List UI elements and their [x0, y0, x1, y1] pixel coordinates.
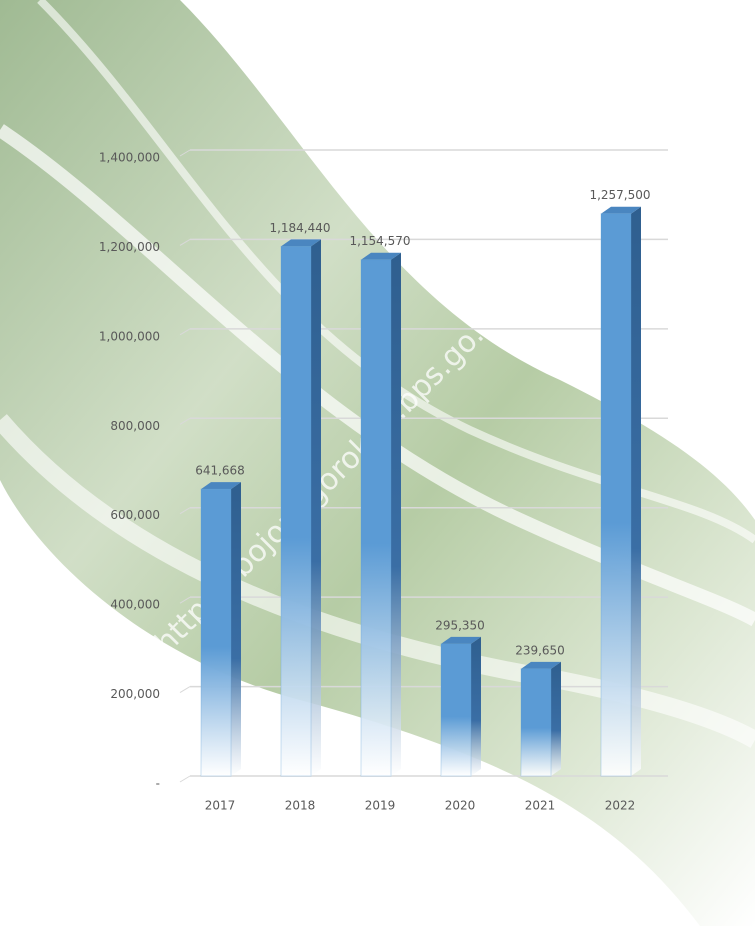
data-label: 1,154,570	[349, 234, 410, 248]
grid-line-base	[179, 328, 191, 336]
y-tick-label: 1,200,000	[99, 240, 160, 254]
bar-side	[551, 661, 561, 776]
data-label: 1,184,440	[269, 221, 330, 235]
y-tick-label: -	[156, 777, 160, 791]
bar-side	[231, 482, 241, 776]
data-label: 1,257,500	[589, 188, 650, 202]
grid-line-base	[179, 417, 191, 425]
bar-side	[311, 239, 321, 776]
bar	[520, 668, 552, 777]
bar-side	[471, 636, 481, 776]
x-tick-label: 2017	[205, 799, 236, 813]
data-label: 295,350	[435, 618, 485, 632]
y-tick-label: 1,000,000	[99, 329, 160, 343]
x-tick-label: 2020	[445, 799, 476, 813]
y-tick-label: 400,000	[110, 598, 160, 612]
data-label: 239,650	[515, 643, 565, 657]
x-tick-label: 2022	[605, 799, 636, 813]
bar	[280, 245, 312, 777]
grid-line-base	[179, 596, 191, 604]
bar	[600, 213, 632, 777]
bar-top	[601, 206, 641, 214]
bar-top	[201, 482, 241, 490]
y-tick-label: 200,000	[110, 687, 160, 701]
grid-line-base	[179, 686, 191, 694]
bar-top	[521, 661, 561, 669]
x-tick-label: 2021	[525, 799, 556, 813]
grid-line-base	[179, 149, 191, 157]
data-label: 641,668	[195, 464, 245, 478]
grid-line-base	[179, 775, 191, 783]
bar-top	[441, 636, 481, 644]
grid-line-base	[179, 507, 191, 515]
bar	[440, 643, 472, 777]
y-tick-label: 600,000	[110, 508, 160, 522]
bar-top	[361, 252, 401, 260]
y-tick-label: 800,000	[110, 419, 160, 433]
x-tick-label: 2019	[365, 799, 396, 813]
x-tick-label: 2018	[285, 799, 316, 813]
bar	[360, 259, 392, 777]
y-tick-label: 1,400,000	[99, 151, 160, 165]
bar-top	[281, 239, 321, 247]
bar	[200, 488, 232, 777]
grid-line-base	[179, 238, 191, 246]
bar-side	[391, 252, 401, 777]
bar-side	[631, 206, 641, 777]
